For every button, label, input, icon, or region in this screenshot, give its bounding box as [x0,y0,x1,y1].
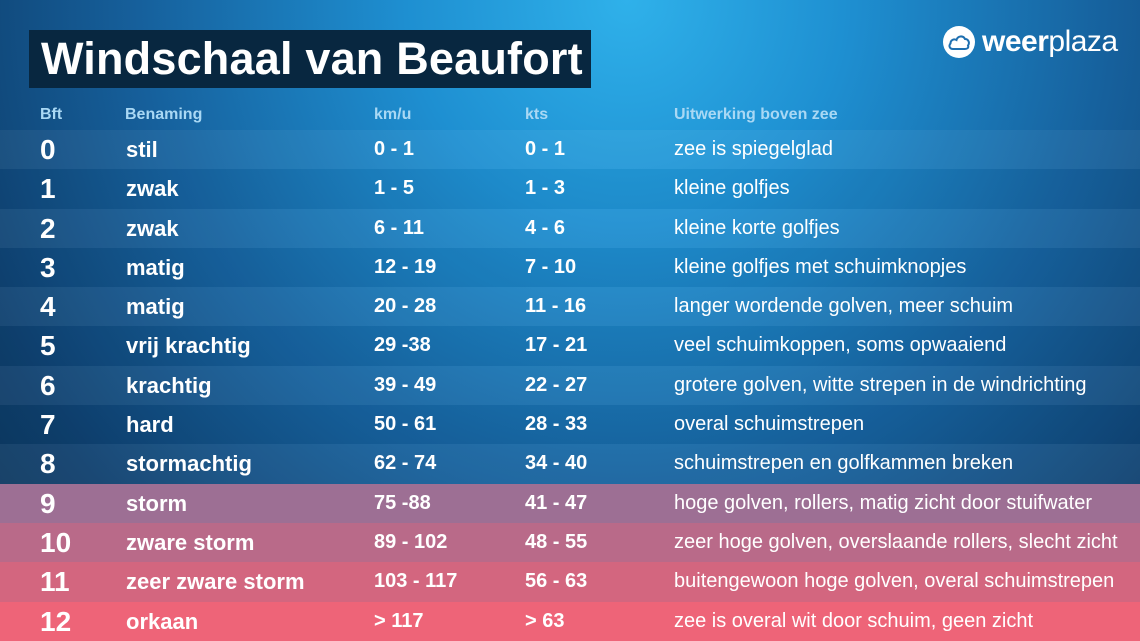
row-effect: zeer hoge golven, overslaande rollers, s… [674,530,1118,553]
row-bft: 7 [40,409,56,441]
header-kts: kts [525,106,549,123]
weerplaza-logo: weerplaza [943,24,1118,60]
table-header: Bft Benaming km/u kts Uitwerking boven z… [0,103,1140,127]
logo-text: weerplaza [982,25,1118,59]
table-row: 10 zware storm 89 - 102 48 - 55 zeer hoge go… [0,522,1140,563]
row-bft: 2 [40,212,56,244]
table-row: 0 stil 0 - 1 0 - 1 zee is spiegelglad [0,130,1140,170]
row-kmh: 39 - 49 [374,373,437,396]
row-kmh: 12 - 19 [374,255,437,278]
table-row: 2 zwak 6 - 11 4 - 6 kleine korte golfjes [0,208,1140,248]
row-name: storm [126,490,188,516]
row-kts: 11 - 16 [525,295,587,318]
row-name: orkaan [126,608,199,634]
row-effect: kleine golfjes [674,177,790,200]
row-name: zeer zware storm [126,569,305,595]
row-kmh: 103 - 117 [374,570,458,593]
row-effect: kleine golfjes met schuimknopjes [674,255,967,278]
row-kts: 7 - 10 [525,255,577,278]
row-kmh: 20 - 28 [374,295,437,318]
table-row: 9 storm 75 -88 41 - 47 hoge golven, rollers,… [0,483,1140,523]
row-kmh: 75 -88 [374,491,431,514]
row-name: stormachtig [126,451,252,477]
row-effect: langer wordende golven, meer schuim [674,295,1014,318]
table-row: 8 stormachtig 62 - 74 34 - 40 schuimstrepen … [0,444,1140,484]
row-name: zwak [126,215,179,241]
table-row: 12 orkaan > 117 > 63 zee is overal wit door … [0,601,1140,641]
row-name: vrij krachtig [126,333,251,359]
row-effect: kleine korte golfjes [674,216,840,239]
header-name: Benaming [125,106,203,123]
row-kmh: 50 - 61 [374,413,437,436]
row-kts: 22 - 27 [525,373,588,396]
table-row: 6 krachtig 39 - 49 22 - 27 grotere golven, w… [0,365,1140,406]
row-bft: 9 [40,487,56,519]
row-kmh: 6 - 11 [374,216,425,239]
row-kts: 0 - 1 [525,138,566,160]
row-effect: schuimstrepen en golfkammen breken [674,452,1014,475]
row-kts: 1 - 3 [525,177,566,200]
row-name: matig [126,294,185,320]
row-kts: 48 - 55 [525,530,588,553]
table-row: 7 hard 50 - 61 28 - 33 overal schuimstrepen [0,405,1140,444]
row-name: stil [126,137,158,162]
row-name: krachtig [126,372,212,398]
header-bft: Bft [40,106,63,123]
row-kts: 34 - 40 [525,452,588,475]
row-kts: 56 - 63 [525,570,588,593]
row-effect: hoge golven, rollers, matig zicht door s… [674,491,1092,514]
row-name: hard [126,412,174,438]
logo-text-bold: weer [982,25,1049,58]
table-row: 5 vrij krachtig 29 -38 17 - 21 veel schuimko… [0,326,1140,365]
row-kmh: 29 -38 [374,334,431,357]
row-bft: 10 [40,526,72,558]
row-effect: buitengewoon hoge golven, overal schuims… [674,570,1115,593]
row-bft: 0 [40,134,56,165]
row-kmh: 0 - 1 [374,138,415,160]
cloud-icon [943,26,975,58]
row-kts: > 63 [525,609,565,632]
row-name: zware storm [126,529,255,555]
row-bft: 5 [40,330,56,362]
row-kmh: 89 - 102 [374,530,448,553]
row-kts: 4 - 6 [525,216,566,239]
row-name: zwak [126,176,179,202]
row-kmh: > 117 [374,609,424,632]
row-kmh: 1 - 5 [374,177,415,200]
title-box: Windschaal van Beaufort [29,30,591,88]
row-effect: zee is spiegelglad [674,138,833,160]
row-kts: 28 - 33 [525,413,588,436]
table-row: 3 matig 12 - 19 7 - 10 kleine golfjes met sc… [0,248,1140,287]
table-row: 11 zeer zware storm 103 - 117 56 - 63 buiten… [0,562,1140,602]
row-effect: grotere golven, witte strepen in de wind… [674,373,1087,396]
row-effect: veel schuimkoppen, soms opwaaiend [674,334,1007,357]
row-kts: 17 - 21 [525,334,588,357]
row-name: matig [126,254,185,280]
row-bft: 8 [40,448,56,480]
logo-text-regular: plaza [1048,25,1118,58]
row-bft: 12 [40,605,72,637]
row-effect: overal schuimstrepen [674,413,865,436]
row-kmh: 62 - 74 [374,452,437,475]
row-bft: 1 [40,173,56,205]
row-kts: 41 - 47 [525,491,588,514]
header-effect: Uitwerking boven zee [674,106,838,123]
row-bft: 3 [40,251,56,283]
row-bft: 6 [40,369,56,401]
table-row: 1 zwak 1 - 5 1 - 3 kleine golfjes [0,169,1140,208]
table-row: 4 matig 20 - 28 11 - 16 langer wordende golv… [0,287,1140,327]
row-bft: 4 [40,291,56,323]
row-effect: zee is overal wit door schuim, geen zich… [674,609,1034,632]
page-title: Windschaal van Beaufort [41,33,583,84]
row-bft: 11 [40,566,70,598]
header-kmh: km/u [374,106,412,123]
